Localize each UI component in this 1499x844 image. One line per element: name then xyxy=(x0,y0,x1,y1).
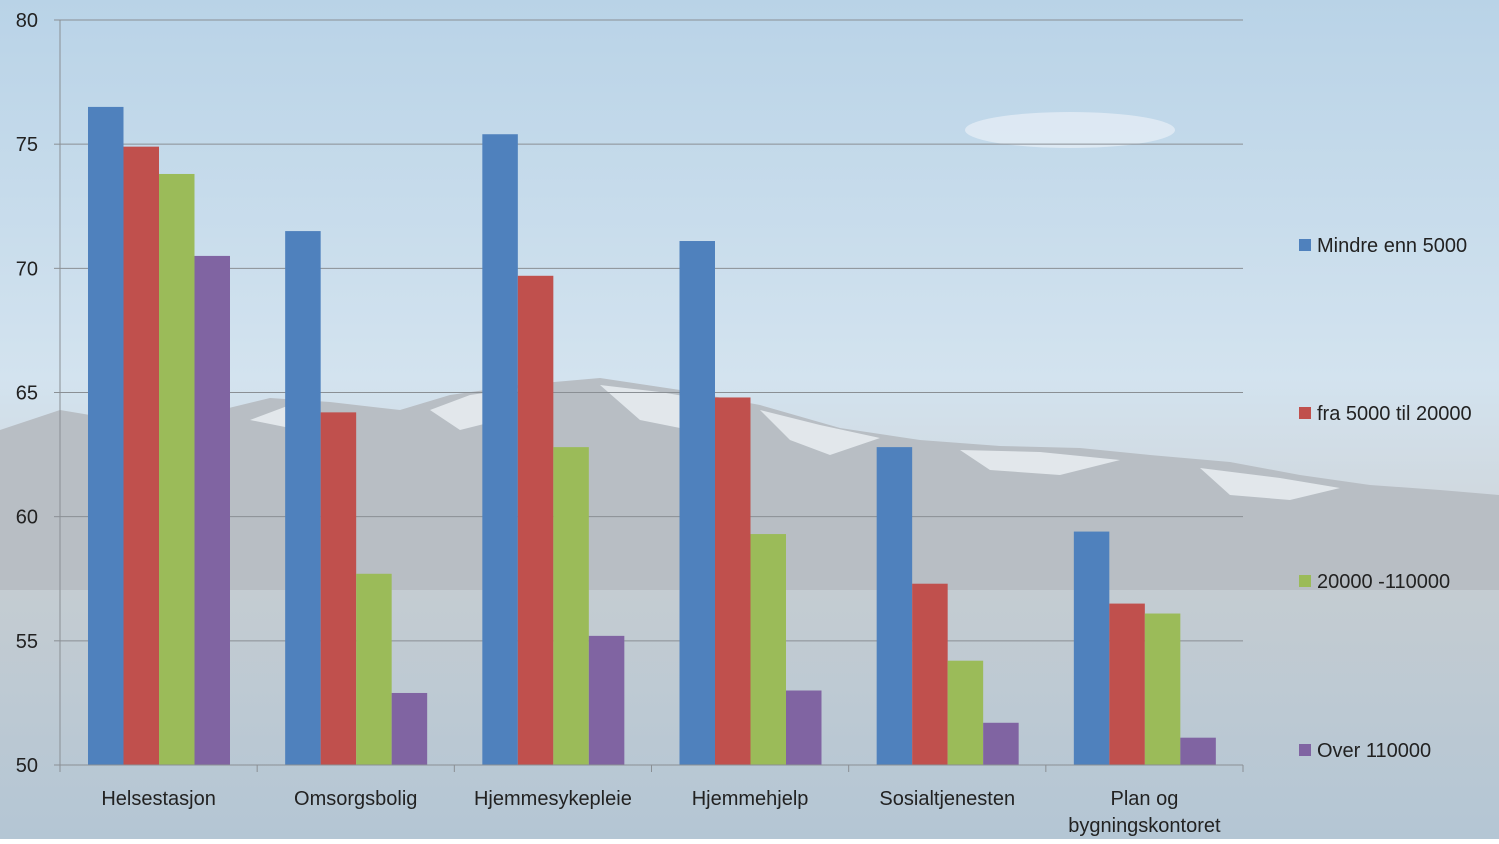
bar xyxy=(123,146,159,765)
bar xyxy=(912,583,948,765)
x-tick-label: Hjemmehjelp xyxy=(692,788,809,810)
bar xyxy=(715,397,751,765)
legend-swatch xyxy=(1299,239,1311,251)
legend-label: Mindre enn 5000 xyxy=(1317,235,1467,257)
bar xyxy=(1073,531,1110,765)
y-tick-label: 70 xyxy=(16,258,38,280)
x-tick-label: Omsorgsbolig xyxy=(294,788,417,810)
y-tick-label: 60 xyxy=(16,507,38,529)
bar xyxy=(947,660,984,765)
bar xyxy=(159,173,195,765)
bar xyxy=(88,106,124,765)
x-axis: Helsestasjon Omsorgsbolig Hjemmesykepleie H… xyxy=(59,764,1244,837)
gridlines xyxy=(60,19,1243,642)
bar xyxy=(588,635,625,765)
x-tick-label: Sosialtjenesten xyxy=(879,788,1015,810)
y-tick-label: 75 xyxy=(16,134,38,156)
bar xyxy=(679,241,715,765)
bar xyxy=(1144,613,1181,765)
legend-swatch xyxy=(1299,744,1311,756)
y-tick-label: 55 xyxy=(16,631,38,653)
bar xyxy=(517,275,554,765)
x-tick-label: Helsestasjon xyxy=(101,788,216,810)
bar xyxy=(553,447,589,765)
bar xyxy=(482,134,518,765)
bar xyxy=(194,255,230,765)
bar xyxy=(876,447,913,765)
bar xyxy=(786,690,822,765)
y-axis: 50 55 60 65 70 75 80 xyxy=(16,10,61,777)
bar xyxy=(391,692,428,765)
legend-label: 20000 -110000 xyxy=(1317,571,1450,593)
bar xyxy=(750,534,786,765)
y-tick-label: 65 xyxy=(16,383,38,405)
x-tick-label: bygningskontoret xyxy=(1068,815,1221,837)
bar xyxy=(356,573,392,765)
bars xyxy=(88,106,1216,766)
legend-label: Over 110000 xyxy=(1317,740,1431,762)
x-tick-label: Hjemmesykepleie xyxy=(474,788,632,810)
y-tick-label: 80 xyxy=(16,10,38,32)
legend-swatch xyxy=(1299,575,1311,587)
legend: Mindre enn 5000 fra 5000 til 20000 20000 -… xyxy=(1299,235,1472,762)
bar xyxy=(285,231,321,766)
x-tick-label: Plan og xyxy=(1110,788,1178,810)
bar xyxy=(1109,603,1145,765)
y-tick-label: 50 xyxy=(16,755,38,777)
bar xyxy=(983,722,1019,765)
bar xyxy=(320,412,357,765)
bar xyxy=(1180,737,1216,765)
legend-label: fra 5000 til 20000 xyxy=(1317,403,1472,425)
legend-swatch xyxy=(1299,407,1311,419)
